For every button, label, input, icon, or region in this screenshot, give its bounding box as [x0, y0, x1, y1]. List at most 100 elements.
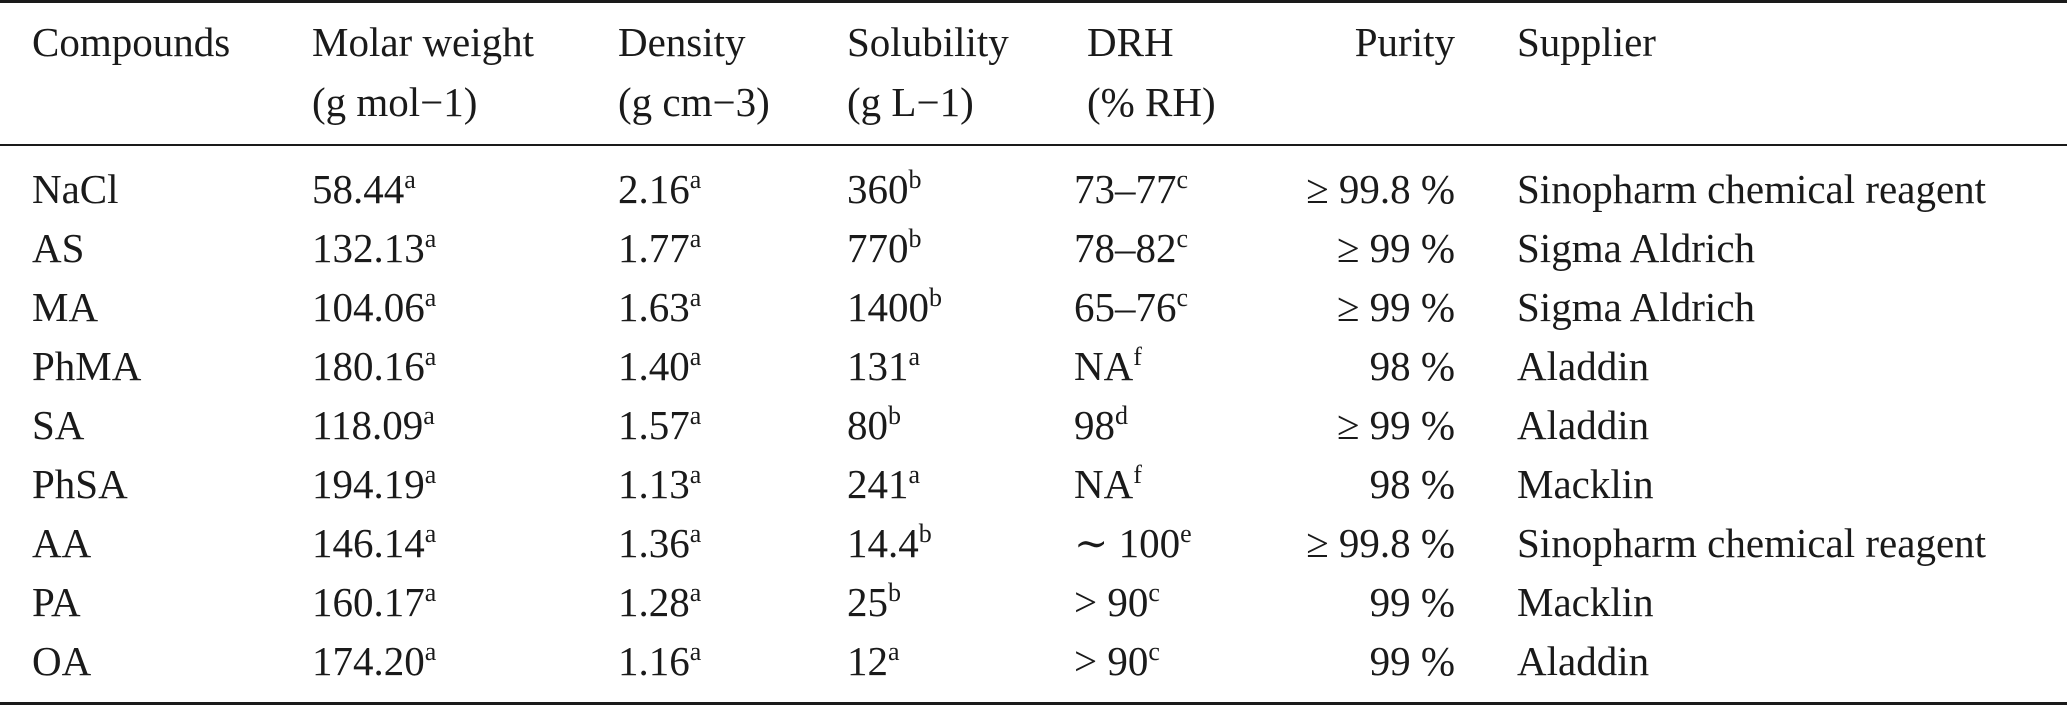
- molar-weight-cell: 104.06a: [312, 283, 436, 331]
- solubility-cell: 80b: [847, 401, 901, 449]
- footnote-marker: a: [424, 460, 437, 489]
- density-cell-value: 1.36: [618, 520, 690, 566]
- footnote-marker: c: [1176, 283, 1189, 312]
- density-cell-value: 1.77: [618, 225, 690, 271]
- drh-cell: ∼ 100e: [1074, 519, 1192, 567]
- footnote-marker: a: [423, 401, 435, 430]
- footnote-marker: a: [424, 519, 437, 548]
- molar-weight-cell: 146.14a: [312, 519, 436, 567]
- footnote-marker: b: [908, 165, 922, 194]
- solubility-cell-value: 770: [847, 225, 909, 271]
- supplier-cell-value: Macklin: [1517, 579, 1654, 625]
- drh-cell: 78–82c: [1074, 224, 1188, 272]
- purity-cell: ≥ 99 %: [1240, 401, 1455, 449]
- header-molar-weight: Molar weight: [312, 19, 535, 65]
- purity-cell-value: 99 %: [1369, 579, 1455, 625]
- purity-cell-value: 98 %: [1369, 343, 1455, 389]
- header-solubility: Solubility: [847, 19, 1009, 65]
- solubility-cell-value: 1400: [847, 284, 929, 330]
- density-cell: 1.63a: [618, 283, 701, 331]
- supplier-cell-value: Sinopharm chemical reagent: [1517, 520, 1987, 566]
- supplier-cell: Aladdin: [1517, 401, 1649, 449]
- footnote-marker: b: [908, 224, 922, 253]
- supplier-cell-value: Aladdin: [1517, 638, 1650, 684]
- footnote-marker: a: [689, 224, 702, 253]
- density-cell-value: 1.16: [618, 638, 690, 684]
- footnote-marker: a: [689, 460, 702, 489]
- purity-cell: 98 %: [1240, 342, 1455, 390]
- solubility-cell: 14.4b: [847, 519, 932, 567]
- compound-cell: AA: [32, 519, 91, 567]
- solubility-cell: 131a: [847, 342, 920, 390]
- purity-cell-value: 98 %: [1369, 461, 1455, 507]
- molar-weight-cell-value: 104.06: [312, 284, 425, 330]
- molar-weight-cell-value: 58.44: [312, 166, 405, 212]
- molar-weight-cell-value: 194.19: [312, 461, 425, 507]
- footnote-marker: b: [918, 519, 932, 548]
- footnote-marker: d: [1115, 401, 1128, 430]
- header-purity: Purity: [1354, 19, 1455, 65]
- molar-weight-cell-value: 146.14: [312, 520, 425, 566]
- supplier-cell: Aladdin: [1517, 342, 1649, 390]
- molar-weight-cell-value: 132.13: [312, 225, 425, 271]
- solubility-cell-value: 80: [847, 402, 888, 448]
- supplier-cell: Sinopharm chemical reagent: [1517, 519, 1986, 567]
- footnote-marker: b: [929, 283, 942, 312]
- drh-cell-value: 65–76: [1074, 284, 1177, 330]
- footnote-marker: f: [1133, 342, 1142, 371]
- molar-weight-cell: 160.17a: [312, 578, 436, 626]
- supplier-cell-value: Aladdin: [1517, 343, 1650, 389]
- molar-weight-cell: 174.20a: [312, 637, 436, 685]
- density-cell-value: 1.63: [618, 284, 690, 330]
- footnote-marker: c: [1148, 578, 1160, 607]
- supplier-cell-value: Sigma Aldrich: [1517, 225, 1756, 271]
- supplier-cell: Aladdin: [1517, 637, 1649, 685]
- purity-cell-value: ≥ 99.8 %: [1306, 166, 1455, 212]
- density-cell-value: 1.13: [618, 461, 690, 507]
- molar-weight-cell-value: 180.16: [312, 343, 425, 389]
- molar-weight-cell: 132.13a: [312, 224, 436, 272]
- header-drh: DRH: [1087, 19, 1174, 65]
- supplier-cell: Macklin: [1517, 578, 1654, 626]
- drh-cell-value: > 90: [1074, 638, 1149, 684]
- supplier-cell: Sigma Aldrich: [1517, 283, 1755, 331]
- compound-cell-value: PhSA: [32, 461, 128, 507]
- supplier-cell: Macklin: [1517, 460, 1654, 508]
- compound-cell-value: AA: [32, 520, 92, 566]
- solubility-cell: 241a: [847, 460, 920, 508]
- drh-cell: > 90c: [1074, 637, 1160, 685]
- footnote-marker: a: [424, 578, 437, 607]
- compound-cell-value: AS: [32, 225, 85, 271]
- solubility-cell: 12a: [847, 637, 900, 685]
- density-cell: 1.36a: [618, 519, 701, 567]
- header-compounds: Compounds: [32, 19, 231, 65]
- compound-cell: PA: [32, 578, 81, 626]
- footnote-marker: b: [888, 401, 901, 430]
- drh-cell-value: NA: [1074, 343, 1134, 389]
- drh-cell-value: 98: [1074, 402, 1115, 448]
- compound-cell: SA: [32, 401, 84, 449]
- footnote-marker: e: [1180, 519, 1192, 548]
- compound-cell-value: OA: [32, 638, 92, 684]
- footnote-marker: f: [1133, 460, 1142, 489]
- footnote-marker: a: [689, 578, 702, 607]
- solubility-cell-value: 25: [847, 579, 888, 625]
- drh-cell: 98d: [1074, 401, 1128, 449]
- compound-cell: MA: [32, 283, 98, 331]
- footnote-marker: b: [888, 578, 901, 607]
- purity-cell-value: ≥ 99.8 %: [1306, 520, 1455, 566]
- header-molar-weight-unit: (g mol−1): [312, 79, 478, 125]
- supplier-cell-value: Aladdin: [1517, 402, 1650, 448]
- purity-cell: 99 %: [1240, 578, 1455, 626]
- header-density-unit: (g cm−3): [618, 79, 770, 125]
- compound-cell: NaCl: [32, 165, 119, 213]
- footnote-marker: a: [424, 342, 437, 371]
- density-cell-value: 1.40: [618, 343, 690, 389]
- molar-weight-cell: 118.09a: [312, 401, 435, 449]
- drh-cell-value: > 90: [1074, 579, 1149, 625]
- molar-weight-cell: 180.16a: [312, 342, 436, 390]
- drh-cell: NAf: [1074, 342, 1142, 390]
- footnote-marker: a: [908, 460, 921, 489]
- compound-cell-value: SA: [32, 402, 85, 448]
- solubility-cell-value: 131: [847, 343, 909, 389]
